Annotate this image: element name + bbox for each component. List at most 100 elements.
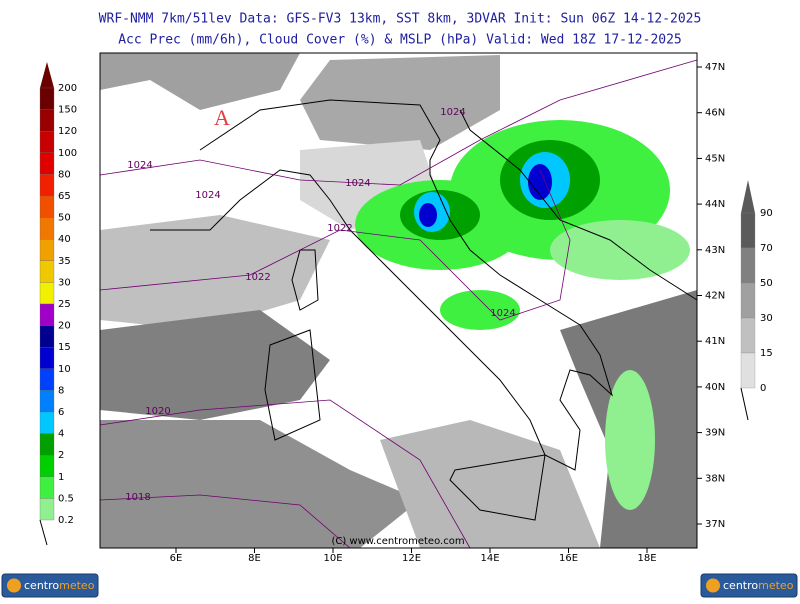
legend-label: 1 <box>58 472 64 483</box>
legend-swatch <box>39 195 55 218</box>
legend-swatch <box>39 174 55 197</box>
legend-label: 15 <box>760 348 773 359</box>
legend-label: 150 <box>58 105 77 116</box>
coast <box>150 99 613 471</box>
coast <box>459 109 698 301</box>
legend-label: 120 <box>58 126 77 137</box>
lon-label: 14E <box>480 553 499 564</box>
coast <box>264 329 321 441</box>
legends: 20015012010080655040353025201510864210.5… <box>39 62 773 546</box>
precip-area <box>605 370 655 510</box>
header-line1: WRF-NMM 7km/51lev Data: GFS-FV3 13km, SS… <box>99 12 702 27</box>
header-line2: Acc Prec (mm/6h), Cloud Cover (%) & MSLP… <box>118 33 682 48</box>
logo-part2: meteo <box>758 579 794 592</box>
legend-swatch <box>39 239 55 261</box>
lon-label: 6E <box>170 553 183 564</box>
legend-label: 80 <box>58 169 71 180</box>
legend-label: 20 <box>58 321 71 332</box>
isobar-label: 1024 <box>127 160 152 171</box>
isobar <box>99 494 351 549</box>
legend-swatch <box>39 131 55 153</box>
lon-label: 10E <box>323 553 342 564</box>
legend-swatch <box>39 411 55 434</box>
precip-area <box>528 164 552 200</box>
legend-label: 65 <box>58 191 71 202</box>
lat-label: 37N <box>705 519 725 530</box>
logo-box <box>1 573 99 598</box>
logo-box <box>700 573 798 598</box>
isobar-label: 1018 <box>125 492 150 503</box>
legend-label: 70 <box>760 243 773 254</box>
isobar-label: 1020 <box>145 406 170 417</box>
legend-label: 2 <box>58 450 64 461</box>
lat-label: 42N <box>705 291 725 302</box>
legend-label: 90 <box>760 208 773 219</box>
logo-part2: meteo <box>59 579 95 592</box>
lat-label: 43N <box>705 245 725 256</box>
lat-label: 38N <box>705 473 725 484</box>
lat-label: 47N <box>705 62 725 73</box>
legend-label: 4 <box>58 429 64 440</box>
legend-label: 0.5 <box>58 493 74 504</box>
legend-label: 8 <box>58 385 64 396</box>
legend-arrow <box>741 180 755 213</box>
isobar-label: 1022 <box>245 272 270 283</box>
legend-label: 100 <box>58 148 77 159</box>
legend-label: 50 <box>58 213 71 224</box>
legend-label: 30 <box>760 313 773 324</box>
legend-swatch <box>39 455 55 477</box>
logo-icon <box>7 578 21 593</box>
map-frame <box>99 52 698 549</box>
legend-swatch <box>740 212 756 249</box>
lon-label: 18E <box>637 553 656 564</box>
cloud <box>380 420 600 548</box>
legend-label: 0.2 <box>58 515 74 526</box>
legend-swatch <box>39 390 55 413</box>
logo: centrometeo <box>700 573 798 598</box>
lat-label: 44N <box>705 199 725 210</box>
isobar-label: 1024 <box>490 308 515 319</box>
logo-part1: centro <box>723 579 758 592</box>
cloud <box>300 55 500 150</box>
legend-label: 30 <box>58 277 71 288</box>
legend-swatch <box>39 347 55 369</box>
lon-label: 12E <box>402 553 421 564</box>
high-pressure-marker: A <box>214 105 230 130</box>
legend-swatch <box>740 282 756 319</box>
map: 47N 46N 45N 44N 43N 42N 41N 40N 39N 38N 37N 6E 8E 10E… <box>99 52 725 564</box>
legend-swatch <box>39 260 55 283</box>
isobar-label: 1024 <box>195 190 220 201</box>
coastlines <box>150 99 698 521</box>
legend-label: 25 <box>58 299 71 310</box>
legend-swatch <box>39 109 55 132</box>
isobar-label: 1022 <box>327 223 352 234</box>
legend-label: 50 <box>760 278 773 289</box>
coast <box>449 454 546 521</box>
copyright: (C) www.centrometeo.com <box>331 536 464 547</box>
lat-label: 46N <box>705 108 725 119</box>
cloud <box>100 310 330 420</box>
logo-text: centrometeo <box>24 579 95 592</box>
legend-swatch <box>39 476 55 499</box>
cloud <box>100 53 300 110</box>
lat-label: 41N <box>705 336 725 347</box>
lon-label: 8E <box>248 553 261 564</box>
legend-tail <box>39 519 48 546</box>
logo: centrometeo <box>1 573 99 598</box>
legend-swatch <box>740 317 756 354</box>
cloud <box>100 420 420 548</box>
legend-swatch <box>39 217 55 240</box>
legend-arrow <box>40 62 54 88</box>
logo-text: centrometeo <box>723 579 794 592</box>
legend-label: 40 <box>58 234 71 245</box>
lat-label: 45N <box>705 153 725 164</box>
logo-part1: centro <box>24 579 59 592</box>
coast <box>291 249 319 311</box>
legend-swatch <box>39 87 55 110</box>
lat-label: 40N <box>705 382 725 393</box>
precip-area <box>550 220 690 280</box>
legend-tail <box>740 387 749 421</box>
isobar <box>99 169 571 321</box>
logo-icon <box>706 578 720 593</box>
